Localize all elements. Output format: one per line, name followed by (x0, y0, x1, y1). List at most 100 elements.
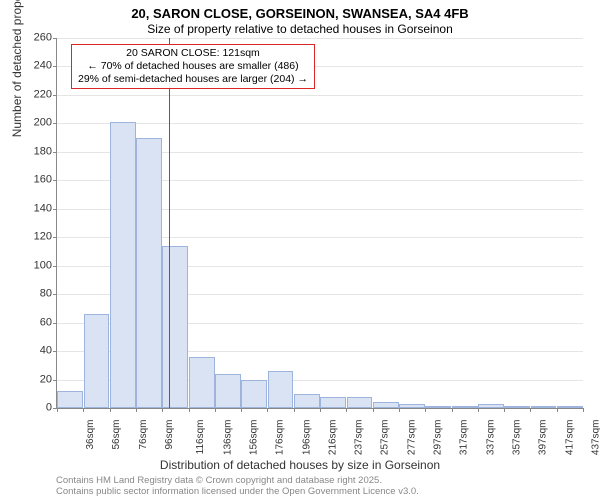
ytick-mark (53, 95, 57, 96)
xtick-mark (241, 408, 242, 412)
xtick-mark (57, 408, 58, 412)
ytick-label: 0 (12, 403, 52, 414)
ytick-label: 100 (12, 260, 52, 271)
bar (373, 402, 399, 408)
annotation-line: ← 70% of detached houses are smaller (48… (78, 60, 308, 73)
ytick-mark (53, 323, 57, 324)
bar (294, 394, 320, 408)
xtick-mark (557, 408, 558, 412)
xtick-mark (215, 408, 216, 412)
bar (162, 246, 188, 408)
bar (320, 397, 346, 408)
xtick-mark (399, 408, 400, 412)
xtick-mark (136, 408, 137, 412)
xtick-label: 116sqm (195, 420, 206, 455)
x-axis-label: Distribution of detached houses by size … (0, 458, 600, 472)
xtick-label: 277sqm (406, 420, 417, 456)
xtick-label: 397sqm (538, 420, 549, 456)
annotation-box: 20 SARON CLOSE: 121sqm← 70% of detached … (71, 44, 315, 89)
bar (241, 380, 267, 408)
bar (557, 406, 583, 408)
gridline (57, 123, 583, 124)
xtick-label: 417sqm (564, 420, 575, 456)
ytick-label: 60 (12, 317, 52, 328)
ytick-label: 240 (12, 61, 52, 72)
gridline (57, 95, 583, 96)
bar (347, 397, 373, 408)
bar (136, 138, 162, 408)
xtick-mark (320, 408, 321, 412)
ytick-mark (53, 266, 57, 267)
chart-container: 20, SARON CLOSE, GORSEINON, SWANSEA, SA4… (0, 0, 600, 500)
footer-text-2: Contains public sector information licen… (56, 486, 419, 497)
chart-title: 20, SARON CLOSE, GORSEINON, SWANSEA, SA4… (0, 6, 600, 21)
ytick-mark (53, 237, 57, 238)
xtick-mark (346, 408, 347, 412)
xtick-mark (583, 408, 584, 412)
xtick-label: 257sqm (380, 420, 391, 456)
xtick-mark (162, 408, 163, 412)
xtick-label: 437sqm (590, 420, 600, 456)
xtick-mark (530, 408, 531, 412)
bar (189, 357, 215, 408)
ytick-mark (53, 351, 57, 352)
xtick-label: 176sqm (275, 420, 286, 456)
xtick-mark (478, 408, 479, 412)
ytick-mark (53, 38, 57, 39)
ytick-mark (53, 209, 57, 210)
bar (399, 404, 425, 408)
xtick-label: 357sqm (512, 420, 523, 456)
chart-subtitle: Size of property relative to detached ho… (0, 22, 600, 36)
xtick-label: 76sqm (138, 420, 149, 450)
ytick-label: 80 (12, 289, 52, 300)
bar (268, 371, 294, 408)
xtick-label: 96sqm (164, 420, 175, 450)
ytick-label: 140 (12, 203, 52, 214)
bar (452, 406, 478, 408)
ytick-mark (53, 294, 57, 295)
ytick-label: 220 (12, 89, 52, 100)
xtick-mark (373, 408, 374, 412)
ytick-label: 120 (12, 232, 52, 243)
ytick-label: 20 (12, 374, 52, 385)
xtick-mark (504, 408, 505, 412)
gridline (57, 38, 583, 39)
ytick-mark (53, 180, 57, 181)
bar (504, 406, 530, 408)
ytick-mark (53, 152, 57, 153)
xtick-label: 337sqm (485, 420, 496, 456)
ytick-mark (53, 380, 57, 381)
ytick-label: 260 (12, 33, 52, 44)
xtick-label: 196sqm (301, 420, 312, 456)
annotation-line: 29% of semi-detached houses are larger (… (78, 73, 308, 86)
ytick-label: 160 (12, 175, 52, 186)
bar (215, 374, 241, 408)
ytick-label: 200 (12, 118, 52, 129)
xtick-label: 36sqm (85, 420, 96, 450)
marker-line (169, 38, 170, 408)
xtick-mark (425, 408, 426, 412)
plot-area: 20 SARON CLOSE: 121sqm← 70% of detached … (56, 38, 583, 409)
footer-text-1: Contains HM Land Registry data © Crown c… (56, 475, 382, 486)
xtick-mark (294, 408, 295, 412)
annotation-line: 20 SARON CLOSE: 121sqm (78, 47, 308, 60)
xtick-label: 297sqm (433, 420, 444, 456)
xtick-mark (110, 408, 111, 412)
xtick-mark (267, 408, 268, 412)
xtick-mark (189, 408, 190, 412)
xtick-label: 136sqm (222, 420, 233, 456)
bar (110, 122, 136, 408)
bar (425, 406, 451, 408)
bar (57, 391, 83, 408)
bar (531, 406, 557, 408)
bar (478, 404, 504, 408)
xtick-label: 237sqm (354, 420, 365, 456)
ytick-mark (53, 66, 57, 67)
xtick-mark (83, 408, 84, 412)
ytick-label: 180 (12, 146, 52, 157)
ytick-label: 40 (12, 346, 52, 357)
xtick-label: 216sqm (327, 420, 338, 456)
xtick-label: 317sqm (459, 420, 470, 456)
xtick-label: 156sqm (249, 420, 260, 456)
bar (84, 314, 110, 408)
